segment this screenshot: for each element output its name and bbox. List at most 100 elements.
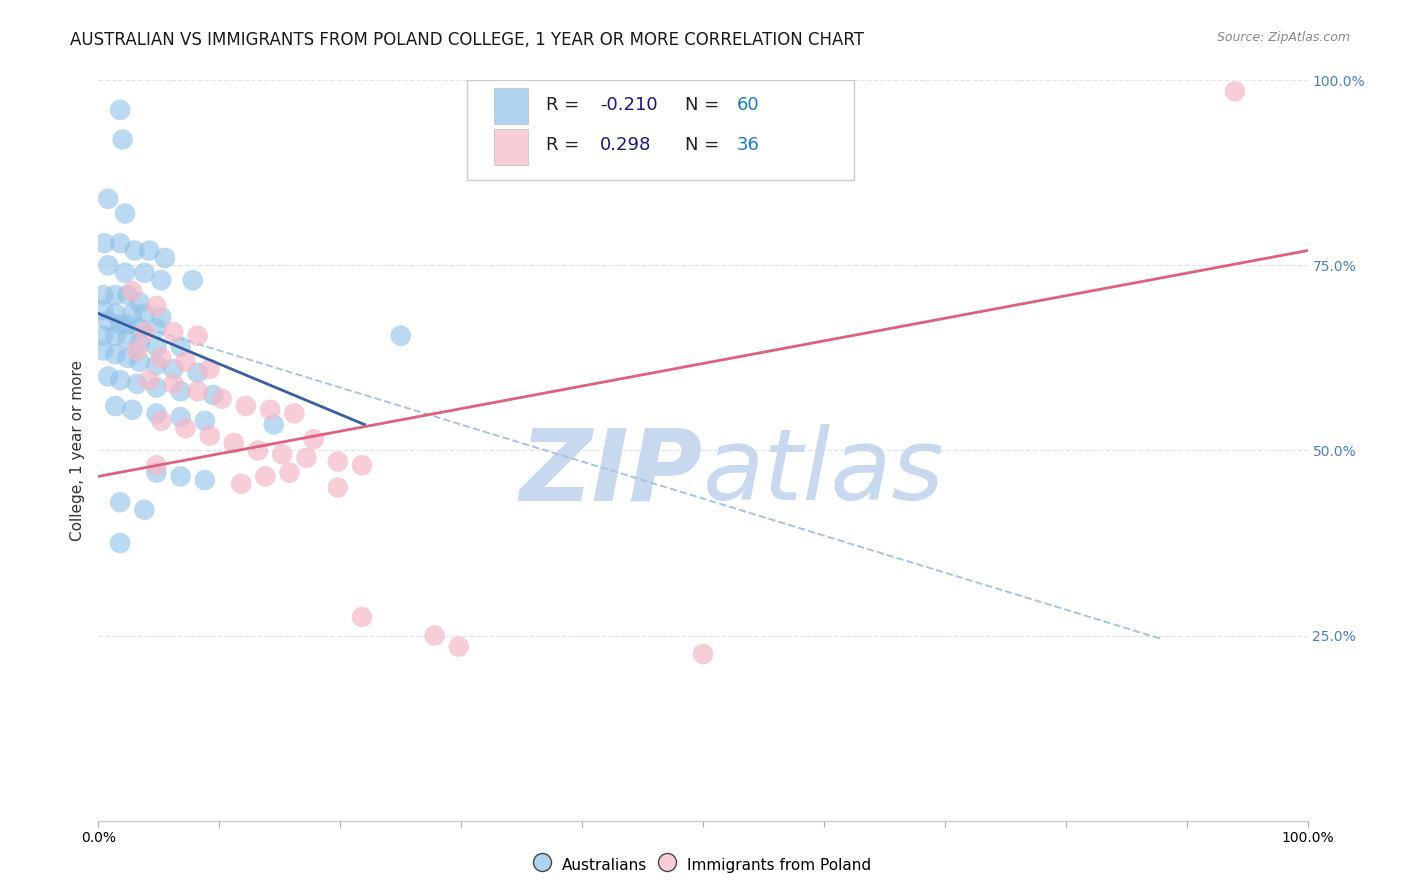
Point	[350, 458, 373, 473]
Point	[108, 536, 131, 550]
Point	[117, 288, 139, 302]
Point	[211, 392, 233, 406]
Point	[104, 347, 127, 361]
Point	[97, 192, 120, 206]
Point	[1223, 84, 1246, 98]
Point	[114, 206, 136, 220]
Point	[93, 236, 115, 251]
Point	[302, 433, 325, 447]
Point	[150, 273, 173, 287]
Point	[283, 407, 305, 421]
Point	[104, 288, 127, 302]
Point	[145, 299, 167, 313]
Point	[134, 306, 156, 320]
Text: ZIP: ZIP	[520, 425, 703, 521]
Point	[108, 318, 131, 332]
Text: 0.298: 0.298	[600, 136, 651, 154]
Point	[108, 373, 131, 387]
Text: R =: R =	[546, 95, 585, 113]
Point	[138, 373, 160, 387]
FancyBboxPatch shape	[494, 129, 527, 165]
Text: Source: ZipAtlas.com: Source: ZipAtlas.com	[1216, 31, 1350, 45]
Point	[350, 610, 373, 624]
Point	[194, 414, 217, 428]
Point	[138, 244, 160, 258]
Point	[423, 628, 446, 642]
Point	[194, 473, 217, 487]
Point	[150, 310, 173, 325]
Point	[198, 428, 221, 442]
Point	[121, 402, 143, 417]
Point	[174, 421, 197, 435]
Point	[389, 328, 412, 343]
Point	[145, 458, 167, 473]
Point	[153, 251, 176, 265]
Point	[124, 244, 146, 258]
Point	[108, 103, 131, 117]
Point	[127, 376, 149, 391]
Point	[259, 402, 281, 417]
Point	[145, 380, 167, 394]
Point	[198, 362, 221, 376]
Point	[145, 340, 167, 354]
Point	[150, 414, 173, 428]
Point	[104, 399, 127, 413]
Point	[114, 266, 136, 280]
Text: R =: R =	[546, 136, 591, 154]
Point	[128, 295, 150, 310]
Y-axis label: College, 1 year or more: College, 1 year or more	[70, 360, 86, 541]
Point	[447, 640, 470, 654]
Point	[326, 454, 349, 468]
Point	[278, 466, 301, 480]
Text: 60: 60	[737, 95, 759, 113]
Point	[162, 325, 184, 339]
Point	[108, 495, 131, 509]
FancyBboxPatch shape	[494, 88, 527, 124]
Text: AUSTRALIAN VS IMMIGRANTS FROM POLAND COLLEGE, 1 YEAR OR MORE CORRELATION CHART: AUSTRALIAN VS IMMIGRANTS FROM POLAND COL…	[70, 31, 865, 49]
Point	[121, 285, 143, 299]
Text: N =: N =	[685, 136, 725, 154]
Point	[145, 407, 167, 421]
Point	[108, 236, 131, 251]
Point	[235, 399, 257, 413]
Point	[326, 480, 349, 494]
Point	[181, 273, 204, 287]
Point	[169, 469, 191, 483]
Point	[263, 417, 285, 432]
Point	[111, 132, 134, 146]
Point	[169, 384, 191, 399]
Point	[145, 359, 167, 373]
Point	[117, 332, 139, 346]
Point	[271, 447, 294, 461]
Point	[174, 354, 197, 368]
Point	[128, 354, 150, 368]
Point	[150, 351, 173, 365]
Point	[162, 362, 184, 376]
Point	[247, 443, 270, 458]
Point	[202, 388, 225, 402]
Point	[145, 321, 167, 335]
Point	[97, 369, 120, 384]
Point	[295, 450, 318, 465]
Point	[692, 647, 714, 661]
Point	[134, 266, 156, 280]
Point	[134, 502, 156, 516]
Point	[145, 466, 167, 480]
Point	[91, 288, 114, 302]
Legend: Australians, Immigrants from Poland: Australians, Immigrants from Poland	[529, 849, 877, 880]
Point	[134, 325, 156, 339]
Point	[254, 469, 277, 483]
Point	[229, 476, 252, 491]
Point	[187, 366, 209, 380]
Text: N =: N =	[685, 95, 725, 113]
Point	[91, 328, 114, 343]
Point	[91, 302, 114, 317]
Text: atlas: atlas	[703, 425, 945, 521]
Text: -0.210: -0.210	[600, 95, 658, 113]
Point	[162, 376, 184, 391]
Point	[169, 410, 191, 425]
Point	[104, 306, 127, 320]
Point	[127, 343, 149, 358]
Point	[187, 328, 209, 343]
Point	[187, 384, 209, 399]
